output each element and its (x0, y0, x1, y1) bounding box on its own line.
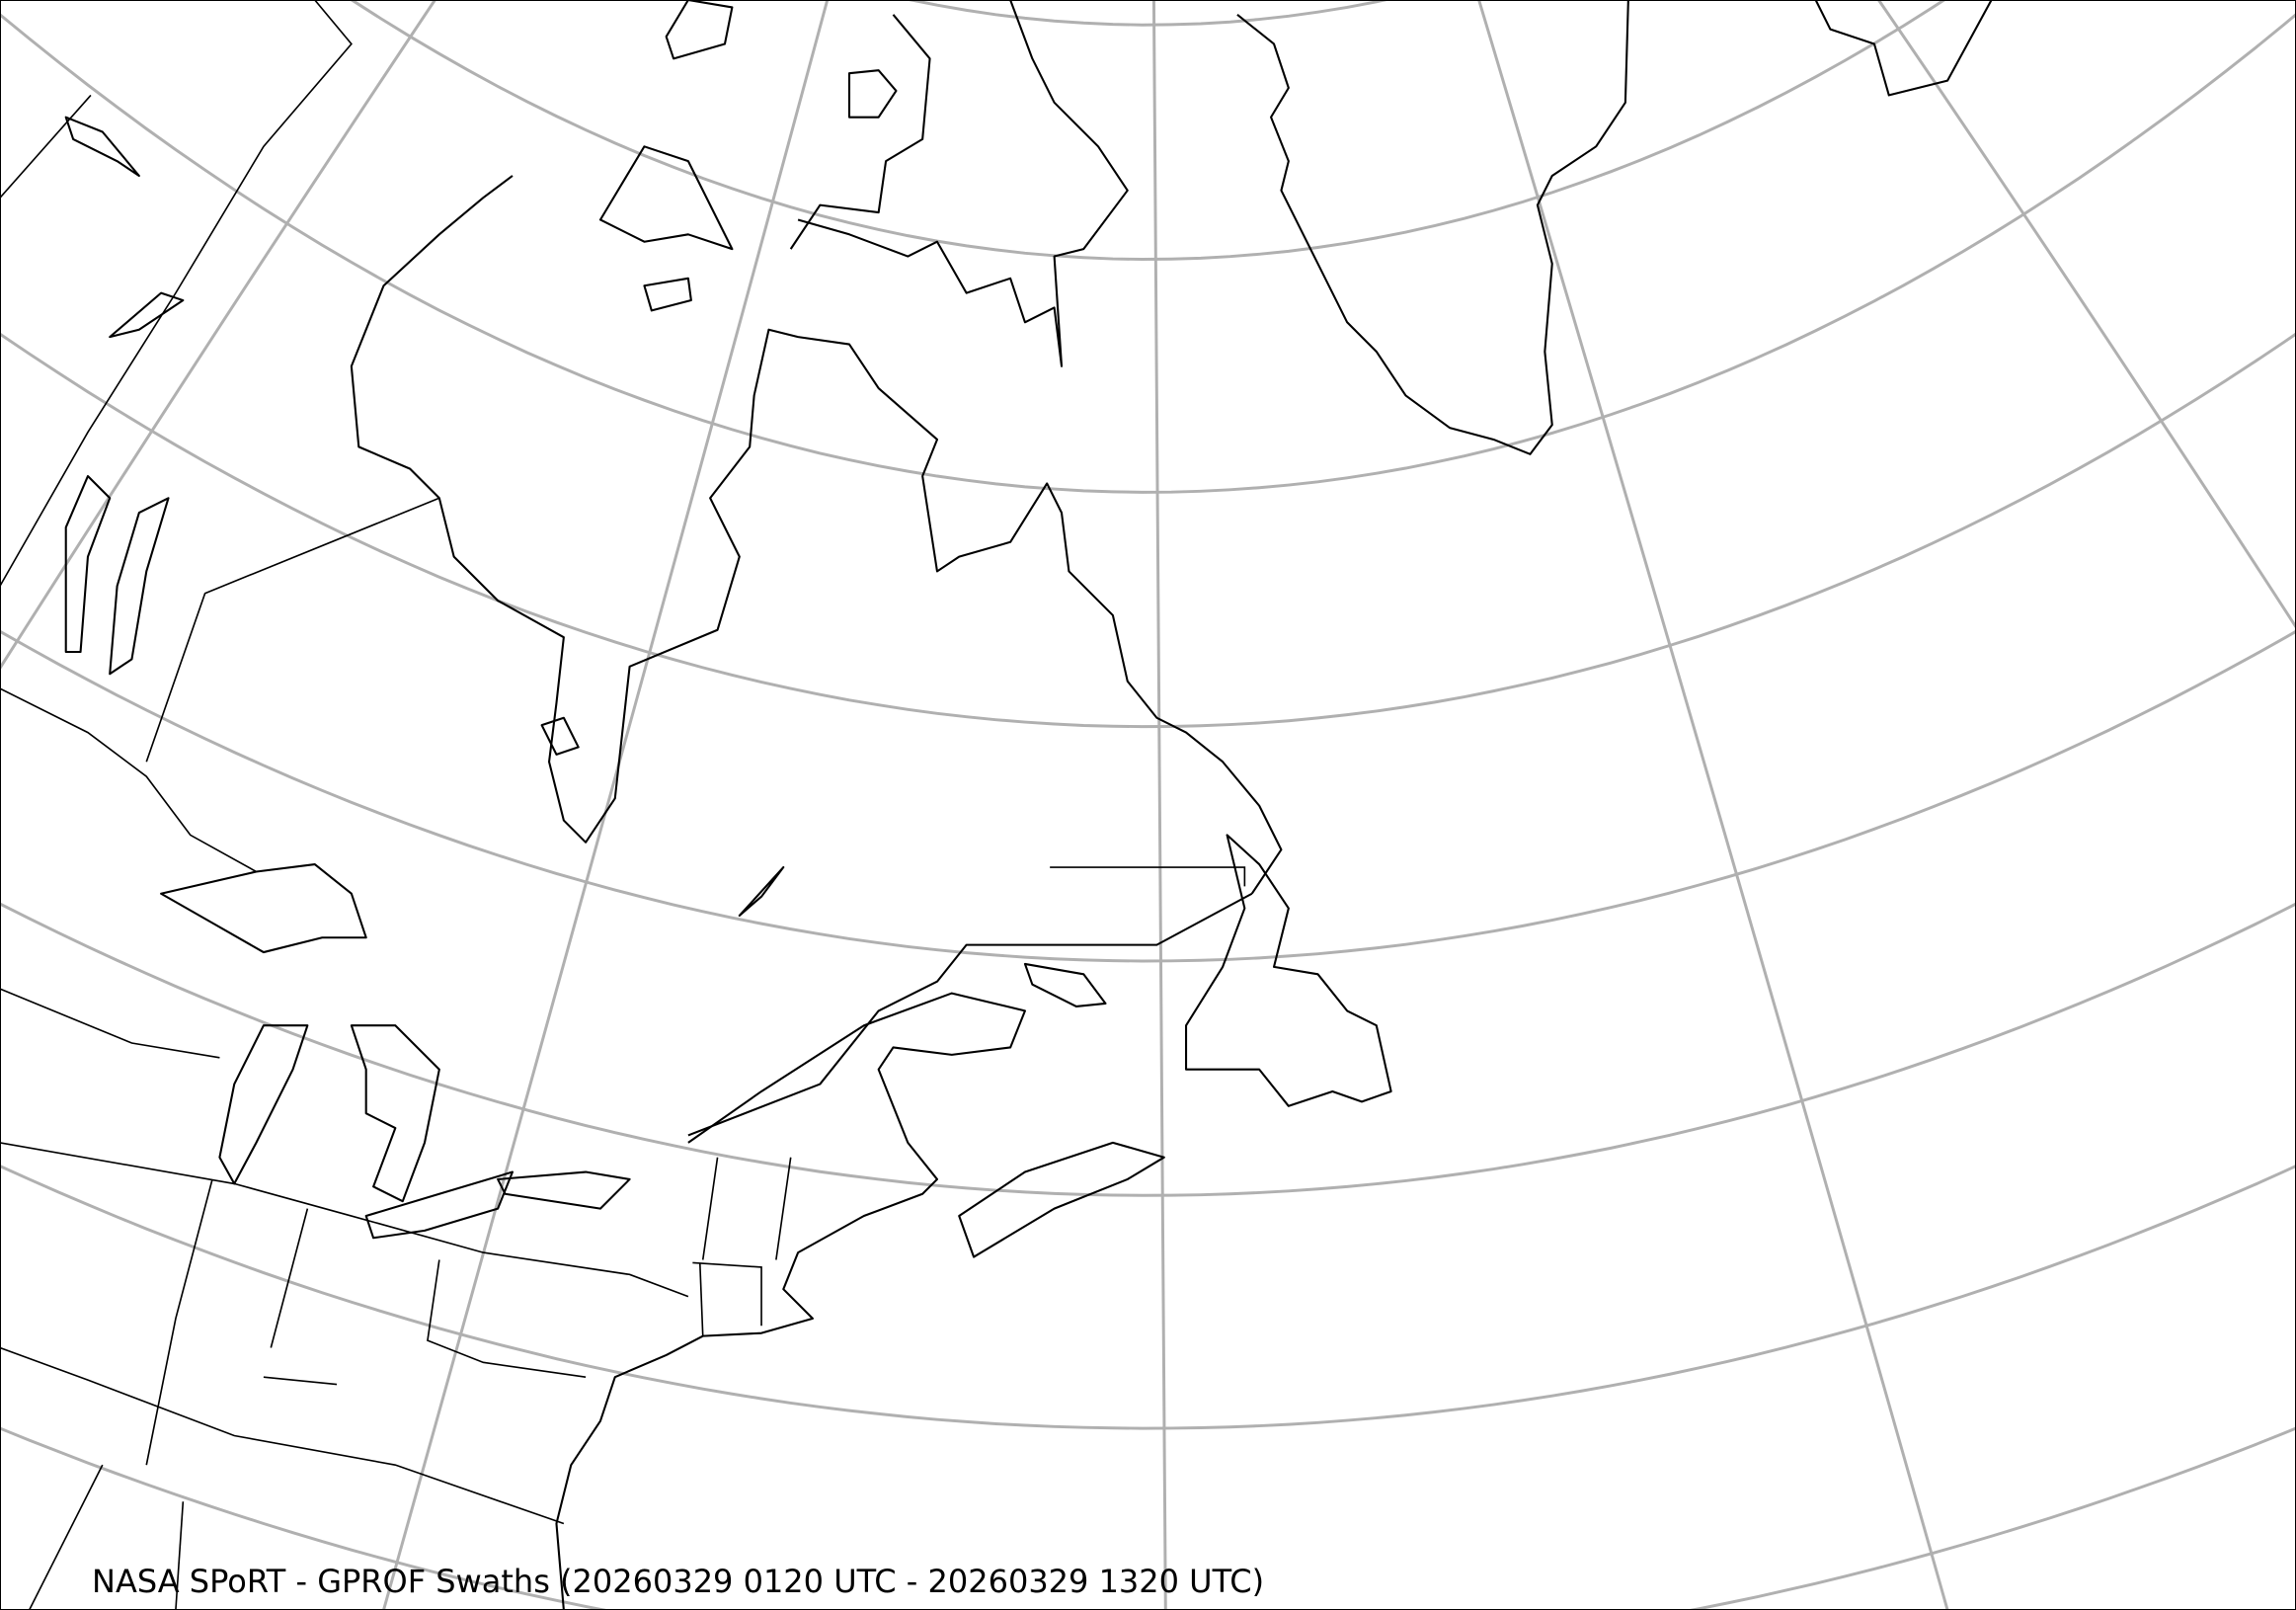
coastline (1814, 0, 1993, 97)
boundary-line (0, 988, 220, 1059)
boundary-line (28, 1464, 104, 1610)
boundary-line (692, 1261, 762, 1327)
political-borders (0, 0, 1246, 1610)
boundary-line (270, 1208, 309, 1348)
boundary-line (0, 94, 92, 199)
parallel-line (0, 332, 2296, 729)
coastline (687, 892, 1253, 1137)
coastline (598, 145, 734, 251)
coastline (497, 1170, 631, 1210)
parallel-line (349, 0, 1947, 262)
boundary-line (175, 1501, 185, 1610)
coastline (1023, 962, 1107, 1007)
boundary-line (145, 1178, 213, 1466)
boundary-line (701, 1157, 719, 1260)
boundary-line (1050, 866, 1246, 887)
coastline (218, 1024, 309, 1185)
coastline (64, 474, 112, 654)
boundary-line (145, 497, 440, 763)
coastline (109, 497, 170, 676)
parallel-line (0, 629, 2296, 963)
coastline (350, 175, 1283, 895)
boundary-line (0, 1346, 565, 1525)
boundary-line (427, 1259, 587, 1378)
coastline (350, 1024, 440, 1203)
parallel-line (904, 0, 1391, 27)
coastline (540, 716, 580, 756)
map-title: NASA SPoRT - GPROF Swaths (20260329 0120… (92, 1563, 1265, 1600)
coastline (160, 863, 367, 954)
coastline (847, 69, 898, 119)
coastline (797, 0, 1129, 367)
coastline (643, 277, 692, 312)
coastline (64, 116, 140, 178)
meridian-line (0, 0, 436, 670)
parallel-line (0, 902, 2296, 1197)
coastline (958, 1141, 1165, 1258)
boundary-line (0, 1142, 689, 1298)
parallel-line (0, 1164, 2296, 1430)
coastline (738, 865, 785, 918)
meridian-line (1151, 0, 1167, 1610)
meridian-line (1877, 0, 2296, 628)
coastline (109, 291, 185, 339)
parallel-line (0, 12, 2296, 494)
boundary-line (0, 687, 257, 873)
boundary-line (775, 1157, 792, 1260)
coastline (789, 14, 931, 250)
meridian-line (1477, 0, 1949, 1610)
coastline (364, 1170, 515, 1240)
coastline (1236, 0, 1629, 455)
boundary-line (0, 0, 353, 587)
coastlines (64, 0, 1993, 1610)
boundary-line (263, 1376, 338, 1386)
coastline (555, 992, 1026, 1610)
coastline (1185, 834, 1392, 1107)
parallel-line (0, 1426, 2296, 1610)
coastline (665, 0, 734, 60)
boundary-line (698, 1262, 704, 1336)
